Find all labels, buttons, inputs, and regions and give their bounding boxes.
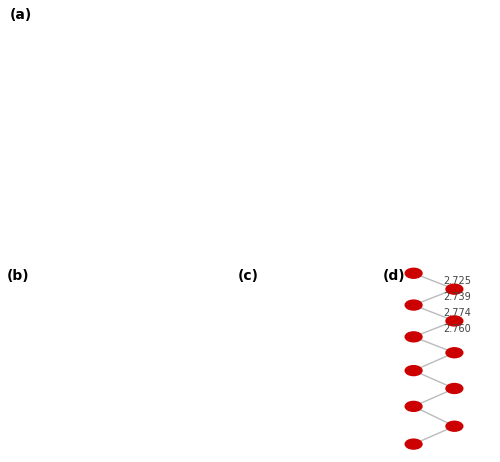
Ellipse shape	[405, 439, 422, 449]
Ellipse shape	[446, 383, 463, 394]
Ellipse shape	[405, 401, 422, 411]
Ellipse shape	[405, 332, 422, 342]
Text: 2.760: 2.760	[444, 324, 471, 334]
Ellipse shape	[446, 348, 463, 358]
Ellipse shape	[405, 365, 422, 376]
Text: 2.739: 2.739	[444, 292, 471, 302]
Ellipse shape	[446, 284, 463, 294]
Text: (a): (a)	[10, 8, 32, 22]
Text: (c): (c)	[238, 269, 258, 283]
Text: 2.774: 2.774	[444, 308, 471, 318]
Text: (b): (b)	[7, 269, 30, 283]
Text: 2.725: 2.725	[444, 276, 471, 286]
Ellipse shape	[405, 300, 422, 310]
Ellipse shape	[405, 268, 422, 278]
Ellipse shape	[446, 421, 463, 431]
Ellipse shape	[446, 316, 463, 326]
Text: (d): (d)	[382, 269, 405, 283]
